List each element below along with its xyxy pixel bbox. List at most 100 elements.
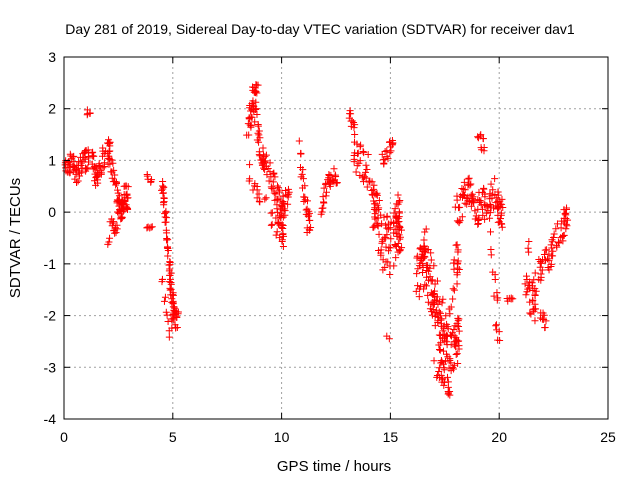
data-point bbox=[77, 161, 85, 169]
data-point bbox=[273, 205, 281, 213]
data-point bbox=[454, 337, 462, 345]
data-point bbox=[109, 159, 117, 167]
data-point bbox=[167, 279, 175, 287]
data-point bbox=[440, 324, 448, 332]
data-point bbox=[273, 196, 281, 204]
data-point bbox=[438, 378, 446, 386]
data-point bbox=[453, 260, 461, 268]
data-point bbox=[446, 387, 454, 395]
data-point bbox=[163, 311, 171, 319]
data-point bbox=[449, 295, 457, 303]
data-point bbox=[562, 215, 570, 223]
data-point bbox=[440, 347, 448, 355]
data-point bbox=[348, 117, 356, 125]
data-point bbox=[524, 244, 532, 252]
data-point bbox=[111, 171, 119, 179]
data-point bbox=[395, 231, 403, 239]
data-point bbox=[262, 151, 270, 159]
data-point bbox=[253, 89, 261, 97]
data-point bbox=[143, 171, 151, 179]
data-point bbox=[521, 280, 529, 288]
data-point bbox=[523, 272, 531, 280]
data-point bbox=[412, 287, 420, 295]
data-point bbox=[350, 158, 358, 166]
data-point bbox=[433, 373, 441, 381]
data-point bbox=[474, 196, 482, 204]
data-point bbox=[170, 313, 178, 321]
data-point bbox=[94, 169, 102, 177]
data-point bbox=[279, 207, 287, 215]
data-point bbox=[373, 191, 381, 199]
data-point bbox=[479, 135, 487, 143]
data-point bbox=[118, 204, 126, 212]
data-point bbox=[497, 220, 505, 228]
data-point bbox=[253, 183, 261, 191]
data-point bbox=[531, 269, 539, 277]
data-point bbox=[109, 219, 117, 227]
data-point bbox=[396, 246, 404, 254]
data-point bbox=[112, 229, 120, 237]
data-point bbox=[273, 182, 281, 190]
data-point bbox=[325, 172, 333, 180]
data-point bbox=[278, 221, 286, 229]
data-point bbox=[487, 180, 495, 188]
data-point bbox=[384, 225, 392, 233]
data-point bbox=[548, 236, 556, 244]
data-point bbox=[118, 214, 126, 222]
data-point bbox=[372, 190, 380, 198]
data-point bbox=[453, 350, 461, 358]
data-point bbox=[253, 194, 261, 202]
data-point bbox=[106, 234, 114, 242]
data-point bbox=[147, 178, 155, 186]
data-point bbox=[115, 209, 123, 217]
data-point bbox=[304, 211, 312, 219]
data-point bbox=[362, 174, 370, 182]
data-point bbox=[453, 280, 461, 288]
data-point bbox=[320, 184, 328, 192]
data-point bbox=[105, 154, 113, 162]
data-point bbox=[326, 182, 334, 190]
data-point bbox=[386, 149, 394, 157]
data-point bbox=[248, 113, 256, 121]
data-point bbox=[413, 254, 421, 262]
data-point bbox=[371, 215, 379, 223]
data-point bbox=[378, 239, 386, 247]
data-point bbox=[385, 335, 393, 343]
data-point bbox=[435, 345, 443, 353]
data-point bbox=[86, 109, 94, 117]
data-point bbox=[383, 212, 391, 220]
data-point bbox=[443, 331, 451, 339]
data-point bbox=[172, 308, 180, 316]
data-point bbox=[360, 149, 368, 157]
data-point bbox=[362, 161, 370, 169]
data-point bbox=[481, 193, 489, 201]
data-point bbox=[468, 193, 476, 201]
data-point bbox=[276, 212, 284, 220]
data-point bbox=[159, 189, 167, 197]
data-point bbox=[419, 268, 427, 276]
data-point bbox=[322, 192, 330, 200]
data-point bbox=[352, 168, 360, 176]
data-point bbox=[455, 315, 463, 323]
data-point bbox=[382, 221, 390, 229]
data-point bbox=[418, 246, 426, 254]
data-point bbox=[453, 217, 461, 225]
data-point bbox=[446, 310, 454, 318]
data-point bbox=[351, 130, 359, 138]
data-point bbox=[104, 240, 112, 248]
y-tick-label: 0 bbox=[48, 204, 56, 220]
data-point bbox=[331, 173, 339, 181]
data-point bbox=[369, 185, 377, 193]
data-point bbox=[394, 191, 402, 199]
data-point bbox=[487, 228, 494, 236]
data-point bbox=[102, 147, 110, 155]
data-point bbox=[279, 222, 287, 230]
data-point bbox=[422, 282, 430, 290]
data-point bbox=[267, 221, 275, 229]
data-point bbox=[437, 315, 445, 323]
data-point bbox=[435, 308, 443, 316]
data-point bbox=[548, 244, 556, 252]
data-point bbox=[261, 158, 269, 166]
data-point bbox=[424, 291, 432, 299]
